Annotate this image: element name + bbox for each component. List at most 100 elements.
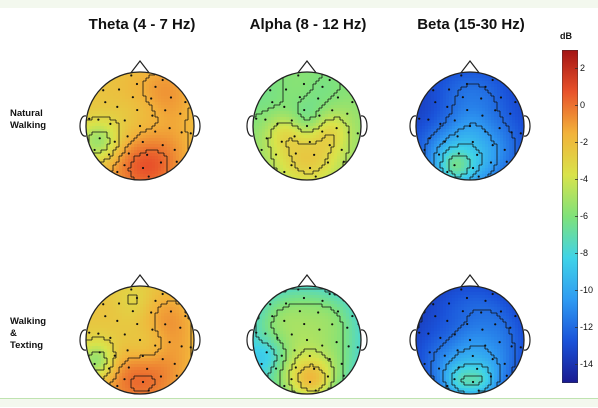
electrode-dot	[509, 113, 511, 115]
electrode-dot	[500, 96, 502, 98]
electrode-dot	[124, 333, 126, 335]
electrode-dot	[351, 101, 353, 103]
electrode-dot	[466, 297, 468, 299]
electrode-dot	[261, 149, 263, 151]
electrode-dot	[132, 310, 134, 312]
electrode-dot	[116, 171, 118, 173]
electrode-dot	[184, 101, 186, 103]
electrode-dot	[114, 355, 116, 357]
topomap-alpha-natural-walking	[237, 44, 377, 194]
electrode-dot	[154, 130, 156, 132]
title-alpha: Alpha (8 - 12 Hz)	[228, 16, 388, 33]
electrode-dot	[336, 341, 338, 343]
electrode-dot	[321, 86, 323, 88]
electrode-dot	[114, 141, 116, 143]
electrode-dot	[303, 109, 305, 111]
electrode-dot	[297, 74, 299, 76]
electrode-dot	[427, 119, 429, 121]
electrode-dot	[283, 320, 285, 322]
head-svg	[70, 44, 210, 194]
electrode-dot	[275, 367, 277, 369]
electrode-dot	[313, 154, 315, 156]
electrode-dot	[460, 74, 462, 76]
electrode-dot	[313, 368, 315, 370]
electrode-dot	[303, 323, 305, 325]
electrode-dot	[337, 96, 339, 98]
electrode-dot	[142, 381, 144, 383]
electrode-dot	[303, 297, 305, 299]
electrode-dot	[275, 153, 277, 155]
electrode-dot	[448, 302, 450, 304]
electrode-dot	[492, 293, 494, 295]
electrode-dot	[139, 125, 141, 127]
electrode-dot	[500, 310, 502, 312]
electrode-dot	[481, 114, 483, 116]
electrode-dot	[176, 161, 178, 163]
electrode-dot	[446, 385, 448, 387]
electrode-dot	[136, 83, 138, 85]
electrode-dot	[472, 167, 474, 169]
electrode-dot	[309, 167, 311, 169]
electrode-dot	[299, 310, 301, 312]
electrode-dot	[418, 118, 420, 120]
row-label-line: Texting	[10, 340, 46, 352]
electrode-dot	[444, 141, 446, 143]
electrode-dot	[490, 375, 492, 377]
electrode-dot	[432, 89, 434, 91]
electrode-dot	[343, 375, 345, 377]
electrode-dot	[327, 375, 329, 377]
electrode-dot	[99, 137, 101, 139]
electrode-dot	[446, 320, 448, 322]
electrode-dot	[160, 161, 162, 163]
electrode-dot	[484, 130, 486, 132]
electrode-dot	[446, 171, 448, 173]
topomap-theta-natural-walking	[70, 44, 210, 194]
row-label-walking-texting: Walking & Texting	[10, 316, 46, 352]
electrode-dot	[151, 328, 153, 330]
electrode-dot	[357, 132, 359, 134]
electrode-dot	[162, 293, 164, 295]
electrode-dot	[466, 323, 468, 325]
electrode-dot	[317, 97, 319, 99]
electrode-dot	[480, 311, 482, 313]
electrode-dot	[132, 96, 134, 98]
right-ear-outline	[524, 116, 530, 136]
right-ear-outline	[524, 330, 530, 350]
electrode-dot	[169, 341, 171, 343]
electrode-dot	[462, 96, 464, 98]
electrode-dot	[439, 337, 441, 339]
row-label-natural-walking: Natural Walking	[10, 108, 46, 132]
colorbar	[562, 50, 578, 383]
electrode-dot	[321, 300, 323, 302]
electrode-dot	[439, 123, 441, 125]
electrode-dot	[318, 114, 320, 116]
electrode-dot	[329, 358, 331, 360]
electrode-dot	[315, 389, 317, 391]
electrode-dot	[99, 351, 101, 353]
electrode-dot	[469, 339, 471, 341]
head-svg	[237, 258, 377, 408]
electrode-dot	[357, 346, 359, 348]
electrode-dot	[438, 367, 440, 369]
electrode-dot	[444, 355, 446, 357]
row-label-line: Walking	[10, 120, 46, 132]
electrode-dot	[291, 119, 293, 121]
electrode-dot	[453, 378, 455, 380]
electrode-dot	[261, 363, 263, 365]
electrode-dot	[139, 339, 141, 341]
electrode-dot	[492, 144, 494, 146]
electrode-dot	[466, 109, 468, 111]
electrode-dot	[295, 366, 297, 368]
electrode-dot	[434, 315, 436, 317]
electrode-dot	[504, 363, 506, 365]
electrode-dot	[429, 137, 431, 139]
right-ear-outline	[361, 330, 367, 350]
electrode-dot	[317, 311, 319, 313]
electrode-dot	[136, 109, 138, 111]
electrode-dot	[123, 378, 125, 380]
electrode-dot	[341, 149, 343, 151]
electrode-dot	[118, 88, 120, 90]
electrode-dot	[309, 141, 311, 143]
electrode-dot	[109, 337, 111, 339]
